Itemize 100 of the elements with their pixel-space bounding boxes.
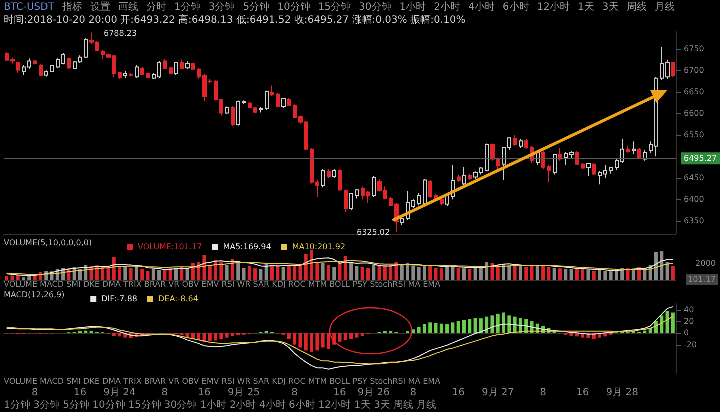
- bar: [400, 265, 404, 280]
- bar: [389, 265, 393, 280]
- bar: [270, 265, 274, 280]
- x-tick-label: 9月 26: [358, 388, 390, 398]
- x-tick-label: 8: [32, 388, 38, 398]
- bar: [598, 270, 602, 280]
- candlestick: [349, 192, 353, 211]
- x-tick-label: 9月 28: [606, 388, 638, 398]
- text: 2000: [696, 258, 716, 269]
- candlestick: [553, 154, 557, 176]
- bar: [422, 324, 426, 334]
- bar: [456, 268, 460, 280]
- candlestick: [581, 162, 585, 170]
- x-tick-label: 8: [162, 388, 168, 398]
- candlestick: [321, 169, 325, 188]
- text: 设置: [90, 1, 110, 14]
- candlestick: [338, 169, 342, 192]
- legend-label: DIF:-7.88: [102, 294, 138, 304]
- bar: [406, 264, 410, 280]
- candlestick: [332, 169, 336, 179]
- candlestick: [84, 38, 88, 59]
- y-tick-label: 6550: [684, 130, 704, 140]
- bar: [259, 269, 263, 280]
- candlestick: [417, 192, 421, 206]
- bar: [180, 267, 184, 280]
- bar: [513, 265, 517, 280]
- bar: [575, 268, 579, 280]
- bar: [485, 316, 489, 334]
- bar: [654, 252, 658, 280]
- bar: [163, 269, 167, 280]
- bar: [106, 268, 110, 280]
- candlestick: [281, 98, 286, 109]
- bar: [428, 322, 432, 334]
- bar: [552, 268, 556, 280]
- y-tick-label: 6750: [684, 44, 704, 54]
- bar: [378, 266, 382, 280]
- text: 1分钟 3分钟 5分钟 10分钟 15分钟 30分钟 1小时 2小时 4小时 6小时 12小时 1天 3天 周线 月线: [4, 400, 437, 411]
- bar: [220, 262, 224, 280]
- bar: [502, 264, 506, 280]
- candlestick: [225, 106, 229, 116]
- bar: [609, 272, 613, 280]
- bar: [248, 266, 252, 280]
- text: 5分钟: [243, 1, 270, 14]
- text: 3天: [602, 1, 619, 14]
- candlestick: [118, 71, 122, 80]
- bar: [344, 333, 348, 340]
- text: 4小时: [468, 1, 495, 14]
- candlestick: [468, 173, 472, 181]
- text: 周线: [626, 1, 647, 14]
- bar: [372, 265, 376, 280]
- text: 30分钟: [359, 1, 392, 14]
- y-tick-label: 6600: [684, 109, 704, 118]
- bar: [570, 270, 574, 280]
- x-tick-label: 16: [74, 388, 87, 398]
- bar: [479, 318, 483, 334]
- candlestick: [33, 60, 37, 66]
- bar: [586, 270, 590, 280]
- candlestick: [265, 90, 269, 111]
- text: 1小时: [400, 1, 426, 14]
- legend-label: MA5:169.94: [223, 242, 272, 252]
- bar: [197, 333, 201, 340]
- candlestick: [259, 106, 263, 114]
- candlestick: [400, 215, 404, 226]
- text: 分时: [146, 1, 166, 14]
- bar: [451, 266, 455, 280]
- bar: [191, 333, 195, 339]
- bar: [660, 316, 664, 334]
- bar: [417, 327, 421, 334]
- candlestick: [457, 174, 461, 183]
- candlestick: [287, 98, 291, 107]
- bar: [508, 316, 512, 334]
- candlestick: [524, 138, 528, 150]
- text: BTC-USDT: [4, 1, 54, 14]
- candlestick: [586, 162, 591, 176]
- bar: [581, 268, 585, 280]
- x-tick-label: 16: [334, 388, 346, 398]
- text: 月线: [654, 1, 675, 14]
- bar: [462, 320, 466, 334]
- x-tick-label: 9月 24: [104, 388, 136, 398]
- x-tick-label: 9月 25: [228, 388, 260, 398]
- bar: [434, 268, 438, 280]
- bar: [112, 333, 116, 336]
- annotation: 6788.23: [104, 28, 138, 40]
- bar: [304, 254, 308, 280]
- bar: [321, 333, 325, 348]
- bar: [168, 268, 172, 280]
- bar: [254, 268, 258, 280]
- bar: [264, 264, 268, 280]
- candlestick: [163, 58, 167, 70]
- bar: [230, 333, 234, 336]
- candlestick: [50, 64, 54, 73]
- legend-title: MACD(12,26,9): [4, 290, 65, 300]
- bar: [592, 271, 596, 280]
- bar: [468, 319, 472, 334]
- candlestick: [513, 134, 517, 146]
- legend-label: VOLUME:101.17: [138, 242, 202, 252]
- x-tick-label: 16: [452, 388, 465, 398]
- candlestick: [440, 198, 444, 206]
- bar: [287, 333, 291, 339]
- bar: [468, 269, 472, 280]
